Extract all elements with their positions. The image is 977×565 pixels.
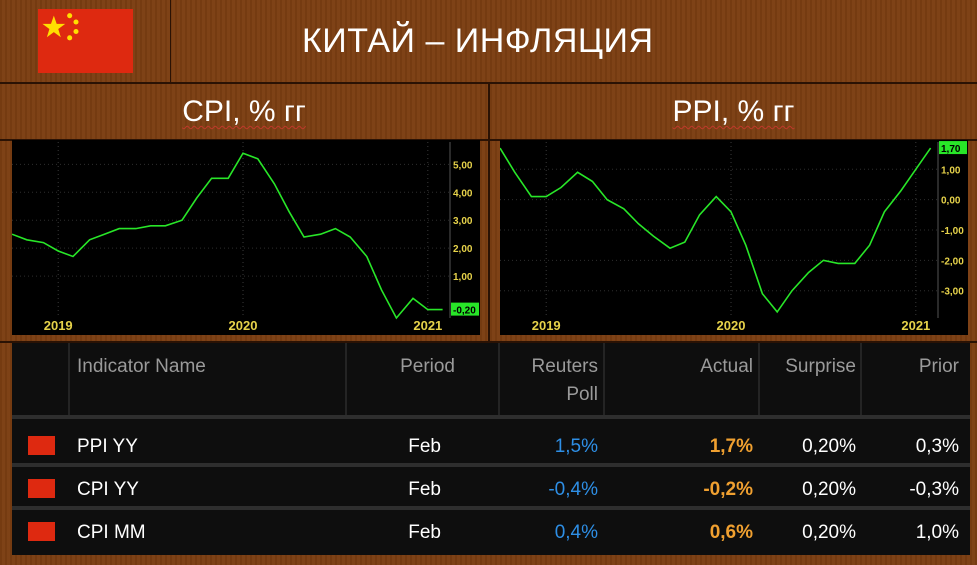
actual-cell: 1,7%	[709, 436, 753, 457]
poll-cell: 1,5%	[554, 436, 598, 457]
prior-cell: 1,0%	[915, 522, 959, 543]
cpi-subtitle: CPI, % гг	[0, 84, 488, 139]
header-indicator-name[interactable]: Indicator Name	[77, 356, 206, 377]
y-tick-label: 1,00	[941, 165, 961, 176]
series-line	[11, 152, 443, 320]
header-reuters-poll-line1[interactable]: Reuters	[531, 356, 598, 377]
header-period[interactable]: Period	[400, 356, 455, 377]
indicators-table: Indicator Name Period Reuters Poll Actua…	[12, 343, 970, 555]
table-row[interactable]: PPI YY Feb 1,5% 1,7% 0,20% 0,3%	[12, 426, 970, 466]
header-reuters-poll-line2[interactable]: Poll	[566, 384, 598, 405]
china-flag-icon	[28, 479, 55, 498]
surprise-cell: 0,20%	[802, 522, 856, 543]
last-value-box	[451, 302, 479, 316]
poll-cell: 0,4%	[554, 522, 598, 543]
cpi-subtitle-text: CPI, % гг	[182, 95, 306, 128]
y-tick-label: 4,00	[453, 188, 473, 199]
y-tick-label: -1,00	[941, 226, 964, 237]
header-prior[interactable]: Prior	[918, 356, 959, 377]
y-tick-label: 1,00	[453, 272, 473, 283]
last-value-box	[939, 141, 967, 155]
row-separator	[12, 506, 970, 510]
surprise-cell: 0,20%	[802, 436, 856, 457]
series-line	[499, 147, 932, 314]
column-separator	[498, 343, 500, 415]
y-tick-label: 5,00	[453, 160, 473, 171]
period-cell: Feb	[408, 479, 441, 500]
column-separator	[345, 343, 347, 415]
column-separator	[758, 343, 760, 415]
china-flag-icon	[28, 436, 55, 455]
cpi-chart-svg: 2019 2020 2021 5,00 4,00 3,00 2,00 1,00 -0,20	[11, 142, 479, 333]
y-tick-label: -3,00	[941, 287, 964, 298]
ppi-subtitle: PPI, % гг	[490, 84, 977, 139]
china-flag-icon	[28, 522, 55, 541]
column-separator	[68, 343, 70, 415]
last-value-label: -0,20	[453, 306, 476, 317]
column-separator	[860, 343, 862, 415]
prior-cell: -0,3%	[909, 479, 959, 500]
prior-cell: 0,3%	[915, 436, 959, 457]
flag-box	[0, 0, 171, 82]
header: КИТАЙ – ИНФЛЯЦИЯ	[0, 0, 977, 82]
ppi-subtitle-text: PPI, % гг	[672, 95, 795, 128]
surprise-cell: 0,20%	[802, 479, 856, 500]
cpi-chart: 2019 2020 2021 5,00 4,00 3,00 2,00 1,00 -0,20	[11, 140, 480, 335]
y-tick-label: 3,00	[453, 216, 473, 227]
vertical-divider	[488, 84, 490, 341]
china-flag-icon	[38, 9, 133, 73]
ppi-chart-svg: 2019 2020 2021 1,00 0,00 -1,00 -2,00 -3,00 1,70	[499, 141, 967, 333]
y-tick-label: -2,00	[941, 256, 964, 267]
y-tick-label: 0,00	[941, 196, 961, 207]
table-row[interactable]: CPI YY Feb -0,4% -0,2% 0,20% -0,3%	[12, 469, 970, 509]
actual-cell: -0,2%	[703, 479, 753, 500]
divider	[0, 341, 977, 343]
x-tick-label: 2020	[229, 318, 258, 333]
x-tick-label: 2020	[717, 318, 746, 333]
table-row[interactable]: CPI MM Feb 0,4% 0,6% 0,20% 1,0%	[12, 512, 970, 552]
period-cell: Feb	[408, 522, 441, 543]
x-tick-label: 2021	[413, 318, 442, 333]
row-separator	[12, 463, 970, 467]
indicator-name: CPI YY	[77, 479, 139, 500]
y-tick-label: 2,00	[453, 244, 473, 255]
x-tick-label: 2019	[532, 318, 561, 333]
indicator-name: PPI YY	[77, 436, 138, 457]
header-actual[interactable]: Actual	[700, 356, 753, 377]
column-separator	[603, 343, 605, 415]
poll-cell: -0,4%	[548, 479, 598, 500]
divider	[0, 139, 977, 141]
period-cell: Feb	[408, 436, 441, 457]
actual-cell: 0,6%	[709, 522, 753, 543]
x-tick-label: 2019	[44, 318, 73, 333]
row-separator	[12, 415, 970, 419]
header-surprise[interactable]: Surprise	[785, 356, 856, 377]
page-title: КИТАЙ – ИНФЛЯЦИЯ	[302, 22, 654, 60]
x-tick-label: 2021	[901, 318, 930, 333]
indicator-name: CPI MM	[77, 522, 146, 543]
last-value-label: 1,70	[941, 144, 961, 155]
ppi-chart: 2019 2020 2021 1,00 0,00 -1,00 -2,00 -3,00 1,70	[499, 140, 968, 335]
divider	[0, 82, 977, 84]
